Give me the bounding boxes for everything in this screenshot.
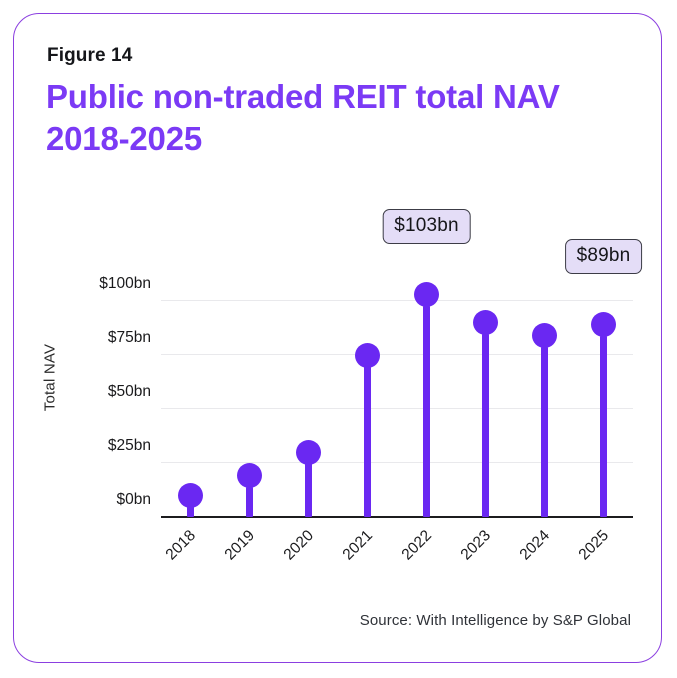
y-axis-tick-label: $25bn (107, 436, 151, 454)
data-point-stem[interactable] (246, 486, 253, 517)
source-caption: Source: With Intelligence by S&P Global (359, 612, 631, 629)
x-axis-tick-text: 2019 (221, 527, 258, 564)
data-point-stem[interactable] (364, 366, 371, 517)
y-axis-tick-label: $75bn (107, 328, 151, 346)
gridline (161, 462, 633, 463)
y-axis-tick-label: $0bn (116, 490, 151, 508)
data-point-marker[interactable] (414, 282, 439, 308)
data-point-marker[interactable] (532, 323, 557, 349)
x-axis-tick-text: 2021 (339, 527, 376, 564)
y-axis-title: Total NAV (41, 343, 59, 412)
value-callout: $89bn (564, 238, 643, 274)
data-point-stem[interactable] (541, 346, 548, 517)
value-callout: $103bn (382, 208, 471, 244)
x-axis-tick-text: 2025 (575, 527, 612, 564)
figure-number-label: Figure 14 (47, 45, 133, 66)
x-axis-tick-text: 2020 (280, 527, 317, 564)
gridline (161, 408, 633, 409)
data-point-stem[interactable] (423, 305, 430, 517)
data-point-marker[interactable] (296, 439, 321, 465)
chart: Total NAV $0bn $25bn $50bn $75bn $100bn 2018… (14, 14, 663, 664)
y-axis-tick-label: $50bn (107, 382, 151, 400)
data-point-stem[interactable] (600, 335, 607, 517)
data-point-marker[interactable] (178, 482, 203, 508)
figure-card: Figure 14 Public non-traded REIT total N… (13, 13, 662, 663)
x-axis-tick-text: 2022 (398, 527, 435, 564)
data-point-stem[interactable] (187, 506, 194, 517)
gridline (161, 300, 633, 301)
x-axis-tick-text: 2024 (516, 527, 553, 564)
data-point-marker[interactable] (591, 312, 616, 338)
x-axis-line (161, 515, 633, 519)
x-axis-tick-text: 2018 (162, 527, 199, 564)
data-point-stem[interactable] (305, 463, 312, 517)
data-point-marker[interactable] (355, 342, 380, 368)
data-point-marker[interactable] (473, 310, 498, 336)
data-point-marker[interactable] (237, 463, 262, 489)
gridline (161, 354, 633, 355)
x-axis-tick-text: 2023 (457, 527, 494, 564)
data-point-stem[interactable] (482, 333, 489, 517)
page-title: Public non-traded REIT total NAV 2018-20… (46, 78, 560, 157)
plot-area: $0bn $25bn $50bn $75bn $100bn 2018 2019 2020 20… (99, 208, 643, 563)
y-axis-tick-label: $100bn (99, 274, 151, 292)
